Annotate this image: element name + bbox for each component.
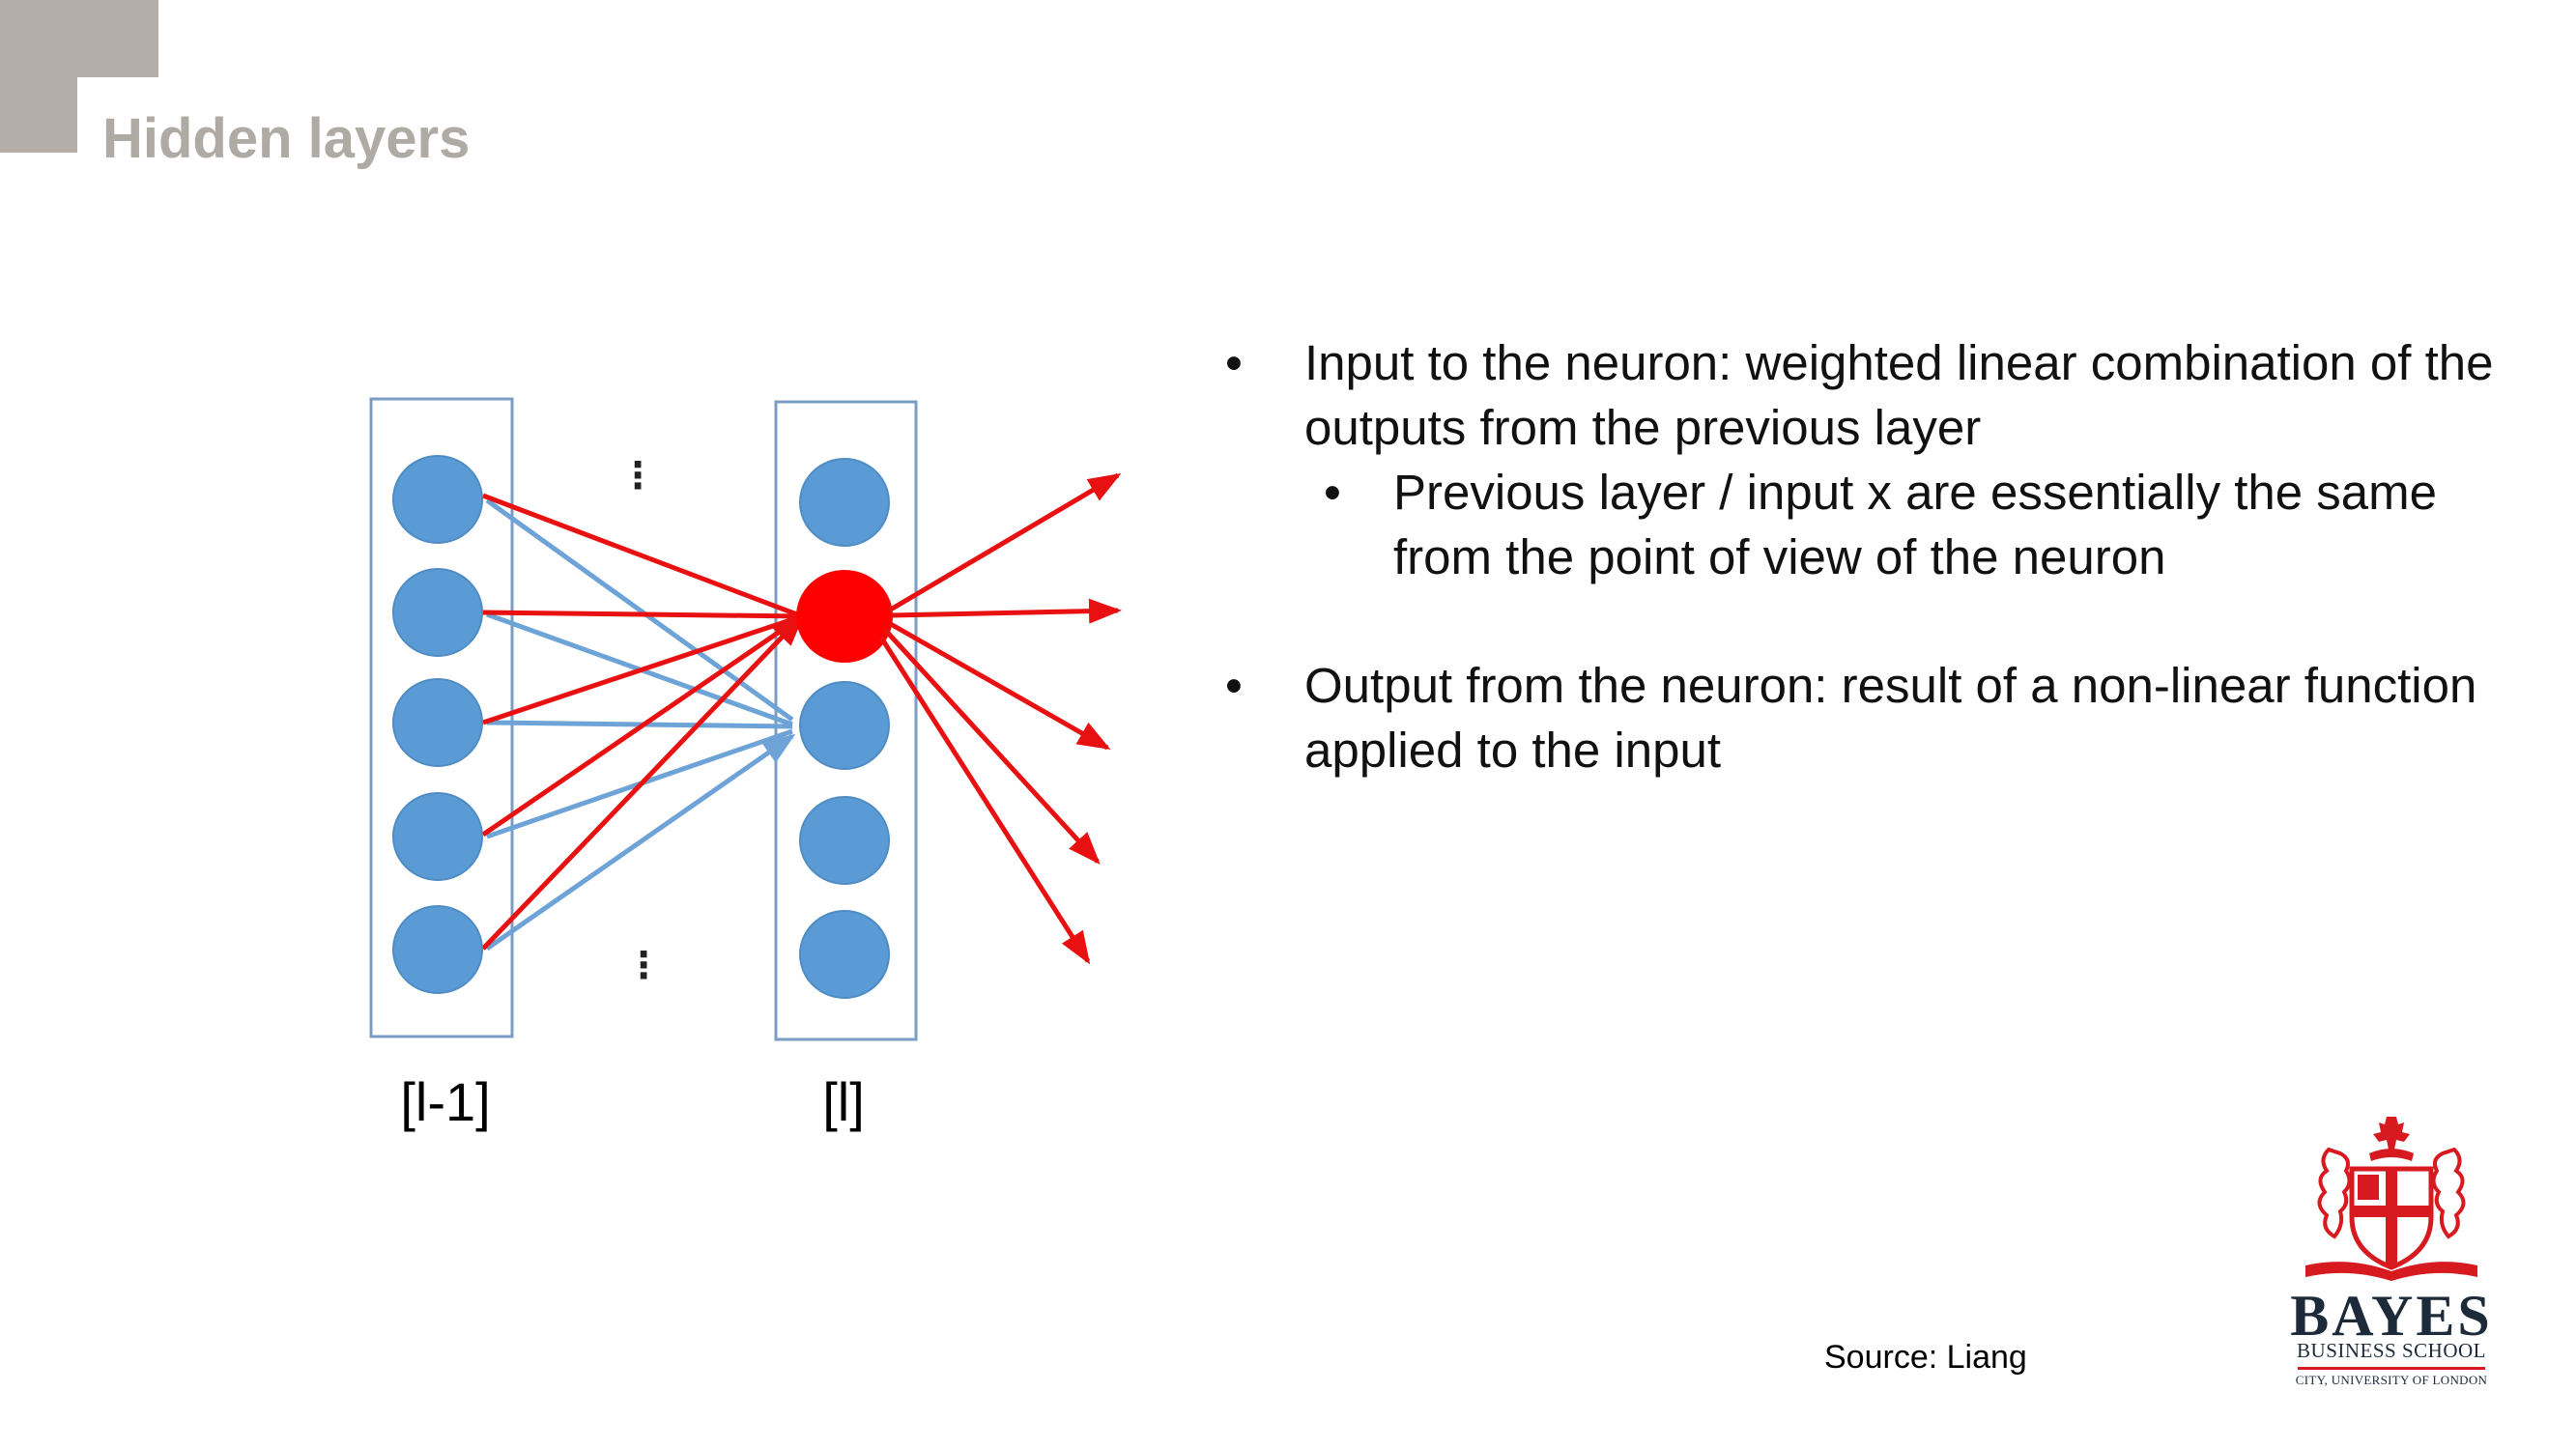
previous-layer-nodes (392, 455, 483, 994)
bullet-dot: • (1225, 335, 1243, 390)
current-layer-node (799, 681, 890, 770)
crest-icon (2305, 1117, 2477, 1281)
blue-edge (486, 720, 793, 729)
bullet-dot: • (1225, 658, 1243, 713)
sub-bullet-item: • Previous layer / input x are essential… (1324, 460, 2520, 589)
layer-label-current: [l] (822, 1071, 865, 1132)
red-output-edges (878, 472, 1122, 965)
previous-layer-node (392, 678, 483, 767)
logo-university: CITY, UNIVERSITY OF LONDON (2295, 1373, 2488, 1387)
layer-label-previous: [l-1] (400, 1071, 491, 1132)
bullet-spacer (1225, 589, 2520, 653)
red-edge (482, 610, 803, 619)
bullet-text: Input to the neuron: weighted linear com… (1304, 335, 2494, 455)
blue-edges (485, 497, 796, 952)
output-edge (887, 620, 1111, 751)
bullet-text: Output from the neuron: result of a non-… (1304, 658, 2477, 778)
previous-layer-node (392, 568, 483, 657)
corner-mark-side (0, 0, 77, 153)
blue-edge (485, 497, 794, 723)
bullet-dot: • (1324, 465, 1341, 520)
source-note: Source: Liang (1824, 1339, 2027, 1376)
red-edge (481, 613, 804, 838)
current-layer-node (799, 796, 890, 885)
output-edge (887, 472, 1122, 613)
logo-subtitle: BUSINESS SCHOOL (2297, 1339, 2486, 1362)
logo-divider (2298, 1367, 2485, 1370)
red-edge (482, 613, 803, 725)
bullet-list: • Input to the neuron: weighted linear c… (1225, 330, 2520, 782)
bayes-logo: BAYES BUSINESS SCHOOL CITY, UNIVERSITY O… (2290, 1111, 2493, 1391)
output-edge (883, 628, 1101, 865)
red-edge (482, 493, 803, 619)
neural-network-diagram: ⋮ ⋮ (369, 397, 1122, 1041)
current-layer-node (799, 458, 890, 547)
bullet-item: • Input to the neuron: weighted linear c… (1225, 330, 2520, 460)
previous-layer-node (392, 792, 483, 881)
layer-box-previous (369, 397, 514, 1038)
bullet-item: • Output from the neuron: result of a no… (1225, 653, 2520, 782)
ellipsis-top: ⋮ (619, 454, 656, 497)
red-input-edges (481, 493, 805, 951)
red-edge (481, 613, 805, 951)
current-layer-nodes (796, 458, 893, 999)
output-edge (878, 636, 1091, 965)
previous-layer-node (392, 455, 483, 544)
logo-name: BAYES (2290, 1284, 2493, 1348)
ellipsis-bottom: ⋮ (625, 944, 662, 986)
output-edge (890, 598, 1122, 624)
slide-title: Hidden layers (102, 107, 471, 170)
previous-layer-node (392, 905, 483, 994)
current-layer-node (799, 910, 890, 999)
blue-edge (485, 733, 796, 952)
highlighted-neuron (796, 570, 893, 663)
bullet-text: Previous layer / input x are essentially… (1393, 465, 2438, 584)
